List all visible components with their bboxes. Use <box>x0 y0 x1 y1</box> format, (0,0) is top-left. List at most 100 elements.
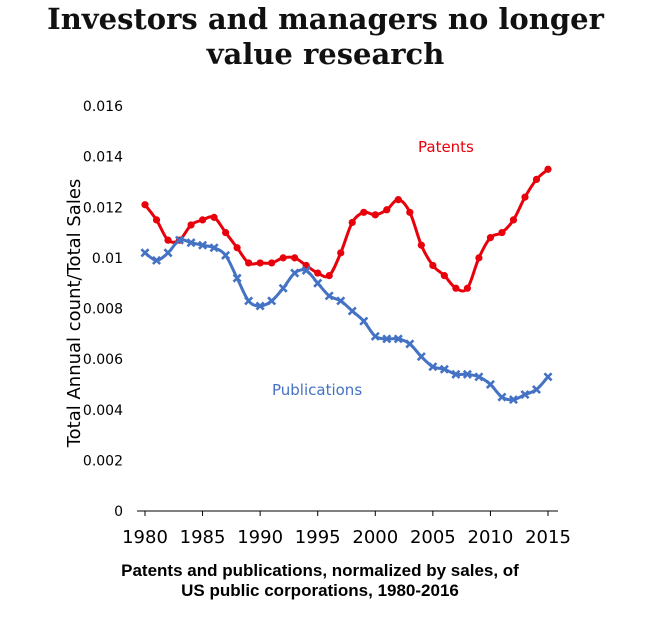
x-tick-label: 1995 <box>295 527 341 548</box>
x-tick-label: 1985 <box>180 527 226 548</box>
data-point <box>532 175 541 184</box>
data-point <box>175 235 185 245</box>
data-point <box>429 261 437 270</box>
series-publications <box>140 235 553 405</box>
series-layer <box>140 165 553 405</box>
data-point <box>336 296 346 306</box>
x-tick-label: 2015 <box>525 527 571 548</box>
data-point <box>498 228 506 237</box>
data-point <box>452 284 460 292</box>
data-point <box>508 395 518 405</box>
data-point <box>543 372 553 382</box>
y-tick-label: 0.008 <box>83 302 123 318</box>
patents-annotation: Patents <box>418 138 474 156</box>
y-tick-label: 0.01 <box>92 251 123 267</box>
data-point <box>301 266 311 276</box>
data-point <box>325 271 333 280</box>
data-point <box>347 306 357 316</box>
data-point <box>485 379 495 389</box>
data-point <box>544 165 552 173</box>
data-point <box>417 241 425 249</box>
data-point <box>359 316 369 326</box>
data-point <box>531 384 542 395</box>
y-tick-label: 0.012 <box>83 200 123 216</box>
data-point <box>152 216 161 224</box>
data-point <box>210 213 218 221</box>
data-point <box>164 236 172 244</box>
y-tick-label: 0.006 <box>83 352 123 368</box>
data-point <box>291 254 299 262</box>
x-tick-label: 2005 <box>410 527 456 548</box>
data-point <box>278 283 288 293</box>
y-axis-label: Total Annual count/Total Sales <box>64 179 85 449</box>
data-point <box>382 334 392 344</box>
data-point <box>233 244 241 252</box>
data-point <box>371 211 379 219</box>
data-point <box>256 259 264 267</box>
data-point <box>209 243 219 253</box>
data-point <box>198 216 207 224</box>
data-point <box>324 291 334 301</box>
data-point <box>462 369 472 379</box>
data-point <box>521 193 529 201</box>
data-point <box>394 196 402 204</box>
data-point <box>520 390 530 400</box>
data-point <box>497 392 507 402</box>
data-point <box>393 334 403 344</box>
x-tick-label: 1990 <box>237 527 283 548</box>
series-line-publications <box>144 238 550 402</box>
data-point <box>474 372 484 382</box>
data-point <box>314 269 322 277</box>
data-point <box>163 248 173 258</box>
data-point <box>279 254 287 262</box>
data-point <box>348 218 356 227</box>
data-point <box>186 238 196 248</box>
data-point <box>198 240 208 250</box>
series-line-patents <box>143 168 549 293</box>
data-point <box>222 228 230 237</box>
series-patents <box>141 165 552 293</box>
y-tick-label: 0.002 <box>83 453 123 469</box>
data-point <box>406 208 414 216</box>
x-axis-ticks: 1980 1985 1990 1995 2000 2005 2010 2015 <box>122 511 571 548</box>
x-tick-label: 1980 <box>122 527 168 548</box>
data-point <box>244 296 254 306</box>
data-point <box>140 248 150 258</box>
data-point <box>439 364 449 374</box>
data-point <box>337 249 345 257</box>
data-point <box>268 259 276 267</box>
y-tick-label: 0 <box>114 504 123 520</box>
data-point <box>232 273 242 283</box>
data-point <box>267 296 277 306</box>
chart-caption: Patents and publications, normalized by … <box>121 561 519 600</box>
data-point <box>255 301 265 311</box>
data-point <box>463 284 471 292</box>
chart-title: Investors and managers no longer value r… <box>47 2 604 71</box>
data-point <box>509 216 518 224</box>
data-point <box>221 250 231 260</box>
data-point <box>141 201 149 209</box>
y-tick-label: 0.014 <box>83 150 123 166</box>
y-tick-label: 0.004 <box>83 403 123 419</box>
y-tick-label: 0.016 <box>83 99 123 115</box>
data-point <box>475 254 483 262</box>
data-point <box>360 208 368 216</box>
data-point <box>416 352 426 362</box>
data-point <box>187 221 195 229</box>
data-point <box>486 234 495 242</box>
data-point <box>313 278 323 288</box>
data-point <box>428 362 438 372</box>
data-point <box>405 339 415 349</box>
data-point <box>440 271 448 280</box>
data-point <box>451 369 461 379</box>
data-point <box>151 255 162 265</box>
publications-annotation: Publications <box>272 381 362 399</box>
data-point <box>370 331 380 341</box>
data-point <box>290 268 300 278</box>
data-point <box>245 259 253 267</box>
y-axis-ticks: 0 0.002 0.004 0.006 0.008 0.01 0.012 0.014 0.016 <box>83 99 123 520</box>
x-tick-label: 2000 <box>352 527 398 548</box>
x-tick-label: 2010 <box>468 527 514 548</box>
data-point <box>383 206 391 214</box>
